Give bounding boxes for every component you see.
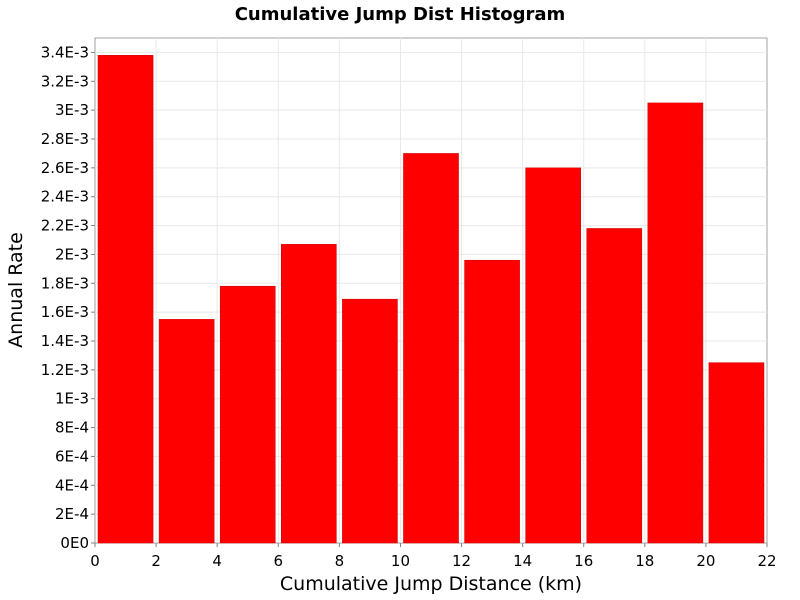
y-tick-label: 1.6E-3 (41, 303, 89, 321)
histogram-bar (464, 259, 520, 544)
y-tick-label: 2E-4 (55, 505, 89, 523)
histogram-bar (586, 228, 643, 544)
histogram-bar (158, 319, 215, 544)
chart-title: Cumulative Jump Dist Histogram (235, 4, 566, 25)
x-tick-label: 20 (696, 552, 715, 570)
x-tick-label: 4 (212, 552, 222, 570)
y-tick-label: 4E-4 (55, 476, 89, 494)
y-tick-label: 8E-4 (55, 419, 89, 437)
histogram-bar (342, 298, 398, 544)
y-tick-label: 2.6E-3 (41, 159, 89, 177)
histogram-bar (647, 102, 704, 544)
y-tick-label: 3E-3 (55, 101, 89, 119)
y-tick-label: 1.8E-3 (41, 274, 89, 292)
histogram-bar (219, 285, 276, 544)
y-tick-label: 1E-3 (55, 390, 89, 408)
y-tick-label: 2.4E-3 (41, 188, 89, 206)
x-tick-label: 8 (335, 552, 345, 570)
y-tick-label: 3.4E-3 (41, 43, 89, 61)
x-tick-label: 16 (574, 552, 593, 570)
histogram-bar (403, 153, 459, 544)
y-tick-label: 1.4E-3 (41, 332, 89, 350)
x-tick-label: 18 (635, 552, 654, 570)
x-tick-label: 22 (757, 552, 776, 570)
x-tick-label: 14 (513, 552, 532, 570)
x-tick-label: 12 (452, 552, 471, 570)
x-tick-label: 2 (151, 552, 161, 570)
x-axis-label: Cumulative Jump Distance (km) (280, 573, 582, 595)
y-tick-label: 2.8E-3 (41, 130, 89, 148)
x-tick-label: 6 (273, 552, 283, 570)
y-tick-label: 1.2E-3 (41, 361, 89, 379)
histogram-bar (281, 244, 337, 544)
y-tick-label: 6E-4 (55, 447, 89, 465)
y-axis-ticks: 0E0 2E-4 4E-4 6E-4 8E-4 1E-3 1.2E-3 1.4E-3 1.6E-… (41, 43, 95, 552)
x-tick-label: 10 (391, 552, 410, 570)
y-axis-label: Annual Rate (5, 232, 27, 348)
y-tick-label: 0E0 (60, 534, 89, 552)
bars (97, 55, 765, 544)
histogram-bar (97, 55, 154, 544)
y-tick-label: 2.2E-3 (41, 217, 89, 235)
x-tick-label: 0 (90, 552, 100, 570)
y-tick-label: 2E-3 (55, 245, 89, 263)
x-axis-ticks: 0 2 4 6 8 10 12 14 16 18 20 22 (90, 543, 777, 570)
histogram-bar (708, 362, 765, 544)
y-tick-label: 3.2E-3 (41, 72, 89, 90)
histogram-bar (525, 167, 581, 544)
